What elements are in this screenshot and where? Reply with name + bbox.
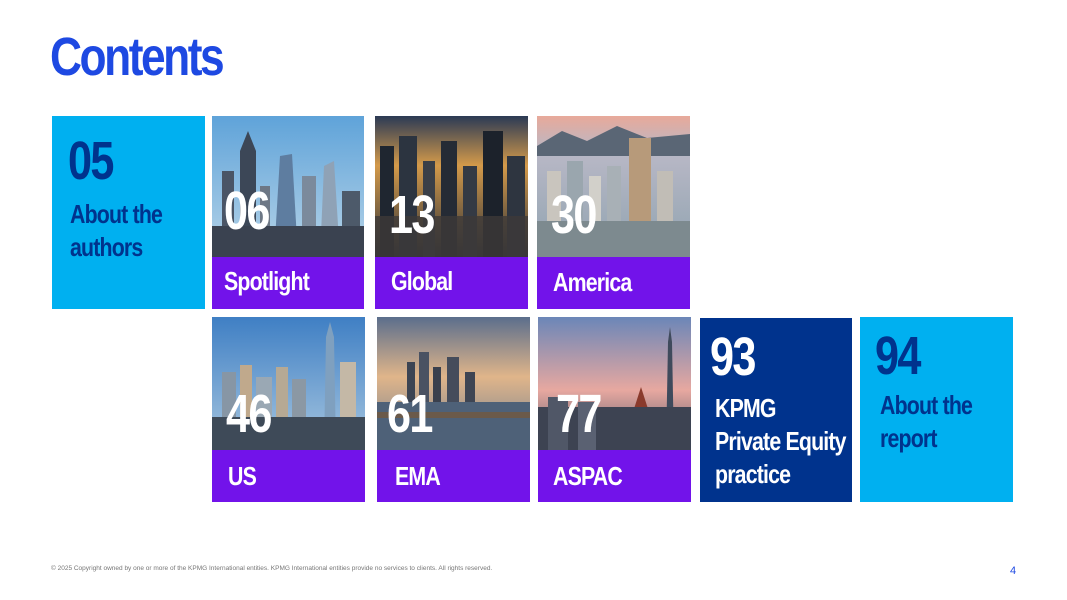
contents-tile-about-authors[interactable]: 05 About the authors	[52, 116, 205, 309]
contents-tile-about-report[interactable]: 94 About the report	[860, 317, 1013, 502]
frankfurt-river-photo: 61	[377, 317, 530, 450]
tile-label: Global	[391, 266, 453, 296]
page-title: Contents	[50, 27, 225, 87]
tile-label: ASPAC	[553, 461, 623, 491]
tile-label-band: EMA	[377, 450, 530, 502]
tile-label: US	[228, 461, 257, 491]
contents-tile-kpmg-pe-practice[interactable]: 93 KPMG Private Equity practice	[700, 318, 852, 502]
contents-tile-aspac[interactable]: 77 ASPAC	[538, 317, 691, 502]
tile-label-band: US	[212, 450, 365, 502]
tile-label-band: America	[537, 257, 690, 309]
london-skyline-photo: 06	[212, 116, 364, 257]
tile-label-line-3: practice	[715, 459, 791, 489]
contents-tile-america[interactable]: 30 America	[537, 116, 690, 309]
city-mountains-aerial-photo: 30	[537, 116, 690, 257]
tile-label: EMA	[395, 461, 441, 491]
tile-label-line-2: report	[880, 423, 938, 453]
copyright-notice: © 2025 Copyright owned by one or more of…	[51, 565, 493, 572]
tile-label-band: Global	[375, 257, 528, 309]
tile-label-band: Spotlight	[212, 257, 364, 309]
tokyo-skytree-photo: 77	[538, 317, 691, 450]
tile-number: 30	[551, 185, 597, 245]
tile-label-line-1: About the	[70, 199, 163, 229]
tile-label-line-2: Private Equity	[715, 426, 847, 456]
tile-label-line-1: About the	[880, 390, 973, 420]
tile-label-line-2: authors	[70, 232, 143, 262]
page-number: 4	[1010, 565, 1017, 577]
tile-number: 05	[68, 131, 114, 191]
tile-number: 77	[556, 384, 602, 444]
contents-tile-spotlight[interactable]: 06 Spotlight	[212, 116, 364, 309]
tile-number: 93	[710, 327, 756, 387]
city-sunset-aerial-photo: 13	[375, 116, 528, 257]
tile-number: 13	[389, 185, 435, 245]
tile-label-line-1: KPMG	[715, 393, 776, 423]
tile-label: Spotlight	[224, 266, 310, 296]
tile-number: 46	[226, 384, 272, 444]
contents-tile-us[interactable]: 46 US	[212, 317, 365, 502]
tile-label-band: ASPAC	[538, 450, 691, 502]
contents-tile-ema[interactable]: 61 EMA	[377, 317, 530, 502]
tile-number: 06	[224, 181, 270, 241]
tile-number: 94	[875, 326, 921, 386]
tile-label: America	[553, 267, 632, 297]
tile-number: 61	[387, 384, 433, 444]
contents-tile-global[interactable]: 13 Global	[375, 116, 528, 309]
new-york-skyline-photo: 46	[212, 317, 365, 450]
